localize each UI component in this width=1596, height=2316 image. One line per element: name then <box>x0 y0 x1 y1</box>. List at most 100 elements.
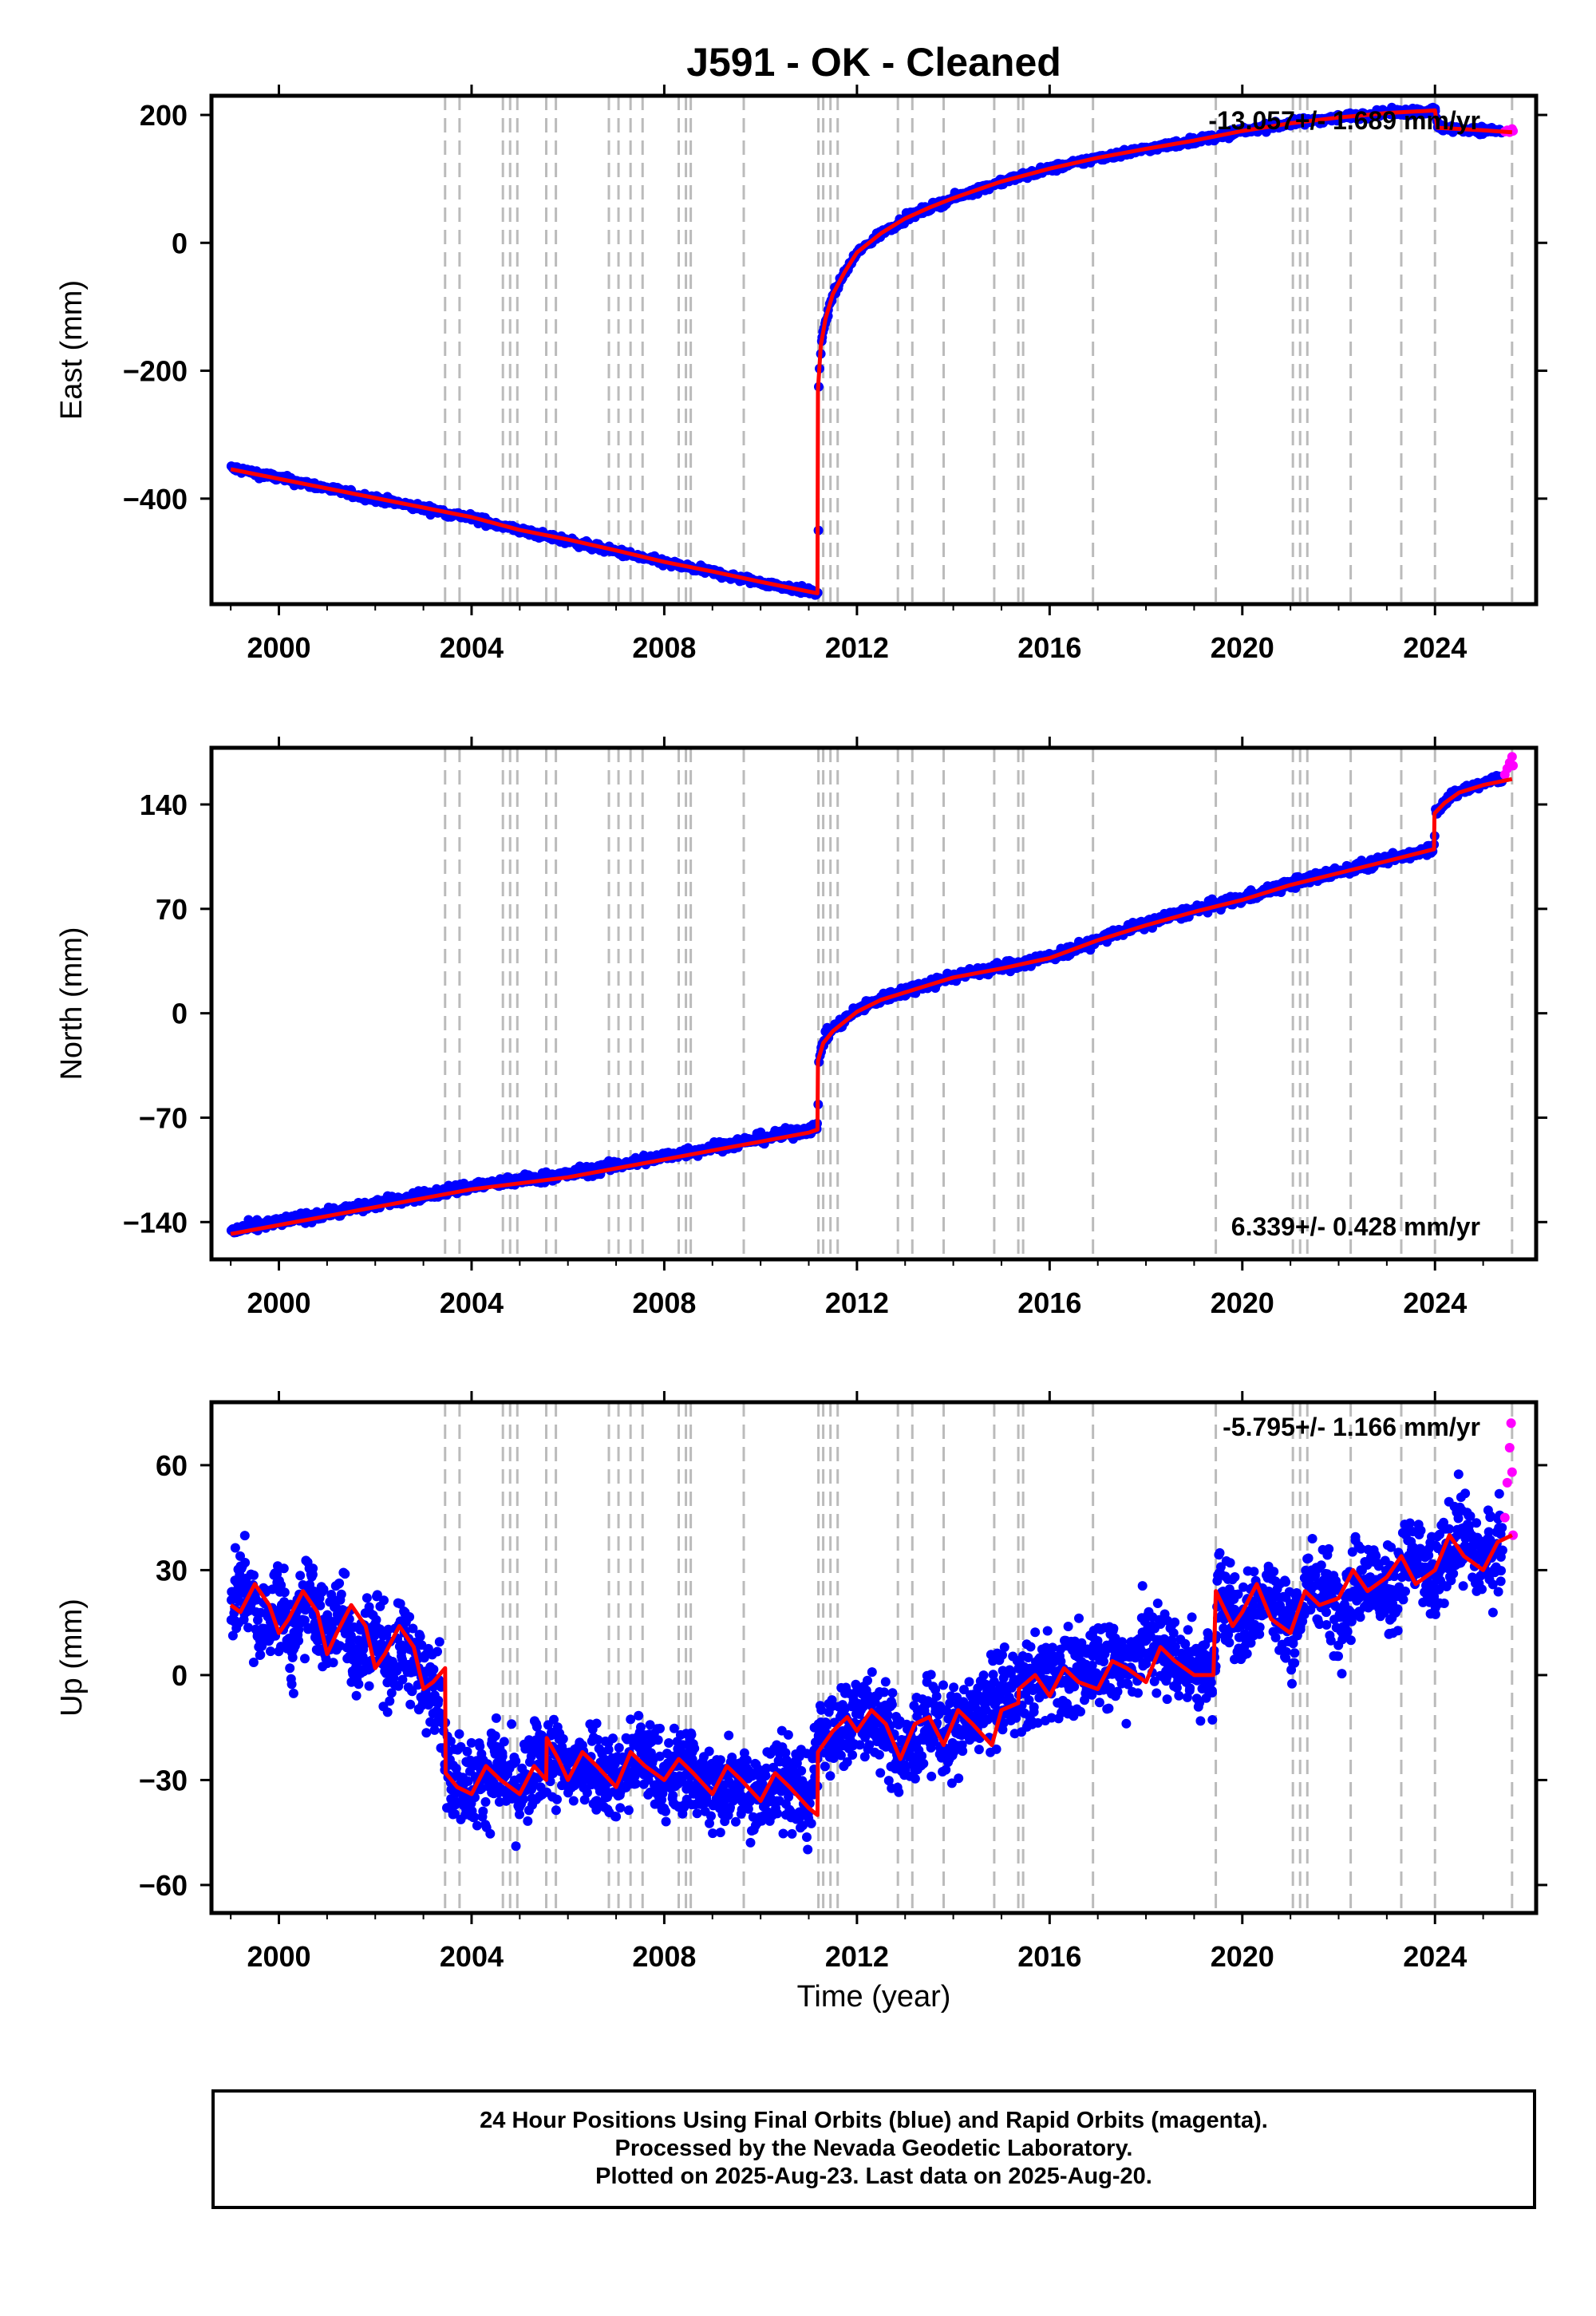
panel-north: 2000 2004 2008 2012 2016 2020 2024140700−70−14… <box>55 737 1547 1319</box>
final-orbit-point <box>279 1587 290 1598</box>
final-orbit-point <box>918 1758 929 1769</box>
x-tick-label: 2016 <box>1017 631 1081 664</box>
final-orbit-point <box>266 1646 275 1657</box>
x-tick-label: 2008 <box>632 631 696 664</box>
final-orbit-point <box>364 1681 374 1691</box>
final-orbit-point <box>240 1558 251 1567</box>
final-orbit-point <box>603 1745 614 1755</box>
final-orbit-point <box>472 1820 482 1831</box>
x-tick-label: 2004 <box>440 631 504 664</box>
final-orbit-point <box>783 1729 793 1740</box>
final-orbit-point <box>499 1737 509 1747</box>
panel-east: 2000 2004 2008 2012 2016 2020 20242000−200−400… <box>55 85 1547 664</box>
final-orbit-point <box>958 1746 968 1757</box>
chart-title: J591 - OK - Cleaned <box>686 40 1061 85</box>
final-orbit-point <box>429 1664 439 1674</box>
y-tick-label: −140 <box>123 1206 188 1239</box>
y-axis-label: North (mm) <box>55 927 89 1080</box>
final-orbit-point <box>480 1796 491 1807</box>
final-orbit-point <box>421 1728 432 1738</box>
final-orbit-point <box>382 1707 393 1717</box>
final-orbit-point <box>615 1803 626 1813</box>
final-orbit-point <box>558 1733 568 1744</box>
final-orbit-point <box>336 1589 346 1599</box>
final-orbit-point <box>405 1612 415 1622</box>
final-orbit-point <box>938 1680 948 1690</box>
x-tick-label: 2012 <box>825 631 889 664</box>
final-orbit-point <box>497 1748 508 1758</box>
final-orbit-point <box>731 1816 741 1827</box>
final-orbit-point <box>634 1710 644 1721</box>
x-tick-label: 2024 <box>1403 1286 1467 1319</box>
final-orbit-point <box>910 1773 920 1784</box>
final-orbit-point <box>295 1571 306 1581</box>
final-orbit-points <box>226 102 1507 600</box>
rate-label: -13.057+/- 1.689 mm/yr <box>1208 106 1480 135</box>
x-tick-label: 2000 <box>247 1286 310 1319</box>
final-orbit-point <box>614 1743 624 1753</box>
model-fit-line <box>230 777 1513 1236</box>
final-orbit-point <box>286 1679 297 1690</box>
x-tick-label: 2000 <box>247 631 310 664</box>
final-orbit-point <box>715 1755 725 1765</box>
final-orbit-point <box>745 1837 756 1848</box>
final-orbit-point <box>523 1816 533 1826</box>
final-orbit-point <box>887 1699 897 1709</box>
final-orbit-point <box>351 1690 361 1701</box>
plot-frame <box>209 93 1539 607</box>
final-orbit-point <box>515 1809 524 1820</box>
final-orbit-point <box>328 1658 338 1668</box>
final-orbit-point <box>806 1818 816 1828</box>
final-orbit-point <box>741 1755 752 1765</box>
final-orbit-point <box>379 1595 389 1606</box>
final-orbit-point <box>778 1828 788 1839</box>
final-orbit-point <box>978 1670 989 1681</box>
final-orbit-point <box>689 1743 700 1753</box>
final-orbit-point <box>230 1543 240 1553</box>
final-orbit-point <box>507 1719 517 1729</box>
final-orbit-point <box>608 1733 618 1744</box>
final-orbit-point <box>551 1805 561 1816</box>
final-orbit-point <box>661 1816 671 1827</box>
final-orbit-point <box>249 1570 259 1580</box>
final-orbit-point <box>802 1832 812 1842</box>
final-orbit-point <box>623 1805 634 1816</box>
final-orbit-point <box>867 1667 877 1678</box>
final-orbit-point <box>490 1731 500 1741</box>
final-orbit-point <box>803 1844 813 1855</box>
final-orbit-point <box>491 1713 501 1723</box>
final-orbit-point <box>874 1749 884 1760</box>
final-orbit-point <box>279 1563 289 1574</box>
final-orbit-point <box>875 1768 886 1778</box>
y-tick-label: −200 <box>123 355 188 388</box>
y-tick-label: 200 <box>140 99 188 132</box>
y-tick-label: 70 <box>156 893 188 926</box>
final-orbit-point <box>879 1687 889 1697</box>
final-orbit-point <box>485 1828 496 1839</box>
final-orbit-point <box>796 1765 807 1776</box>
final-orbit-point <box>964 1677 974 1687</box>
final-orbit-point <box>435 1708 445 1718</box>
final-orbit-point <box>926 1771 937 1781</box>
y-tick-label: 0 <box>172 227 188 259</box>
final-orbit-point <box>340 1569 350 1579</box>
final-orbit-point <box>568 1796 579 1806</box>
final-orbit-point <box>469 1812 480 1822</box>
final-orbit-point <box>863 1675 872 1686</box>
x-tick-label: 2020 <box>1211 631 1274 664</box>
y-tick-label: 140 <box>140 788 188 821</box>
y-tick-label: 0 <box>172 998 188 1030</box>
rate-label: 6.339+/- 0.428 mm/yr <box>1231 1212 1480 1241</box>
final-orbit-point <box>887 1688 898 1698</box>
final-orbit-point <box>655 1723 665 1733</box>
x-tick-label: 2012 <box>825 1286 889 1319</box>
final-orbit-point <box>704 1746 714 1757</box>
final-orbit-point <box>371 1614 381 1625</box>
final-orbit-point <box>661 1806 670 1816</box>
final-orbit-point <box>715 1828 725 1838</box>
y-axis-label: East (mm) <box>55 280 89 420</box>
final-orbit-point <box>415 1631 425 1642</box>
final-orbit-point <box>511 1756 521 1766</box>
final-orbit-point <box>248 1658 259 1667</box>
final-orbit-point <box>880 1677 891 1687</box>
